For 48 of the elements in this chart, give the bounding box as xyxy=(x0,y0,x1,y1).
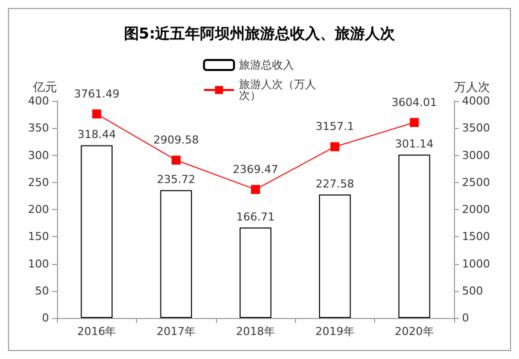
point xyxy=(410,118,419,127)
y-tick-label: 200 xyxy=(28,203,49,216)
legend-label: 旅游人次（万人次） xyxy=(239,78,316,102)
data-label: 2369.47 xyxy=(232,162,278,176)
y-tick-label: 250 xyxy=(28,176,49,189)
bar xyxy=(80,145,113,318)
data-label: 318.44 xyxy=(77,128,116,142)
y2-tick-label: 2500 xyxy=(462,176,490,189)
y2-tick-label: 3500 xyxy=(462,122,490,135)
x-tick-label: 2020年 xyxy=(394,325,434,338)
x-tick-label: 2018年 xyxy=(236,325,275,338)
data-label: 235.72 xyxy=(156,173,196,186)
y2-tick-label: 500 xyxy=(462,284,483,298)
data-label: 3604.01 xyxy=(392,96,438,109)
y2-tick-label: 2000 xyxy=(462,203,490,216)
x-tick-label: 2016年 xyxy=(77,325,116,338)
y2-tick-label: 4000 xyxy=(462,94,490,108)
point xyxy=(251,184,260,194)
data-label: 3761.49 xyxy=(74,87,120,100)
point xyxy=(172,156,181,165)
y-tick-label: 300 xyxy=(28,148,49,162)
y-tick-label: 150 xyxy=(28,230,49,244)
bar xyxy=(240,228,272,318)
x-tick-label: 2017年 xyxy=(156,325,196,338)
data-label: 227.58 xyxy=(316,178,354,191)
y2-tick-label: 3000 xyxy=(462,148,490,162)
y-tick-label: 350 xyxy=(28,122,49,135)
y2-tick-label: 1500 xyxy=(462,230,490,244)
legend-label: 旅游总收入 xyxy=(239,58,294,72)
y2-tick-label: 0 xyxy=(462,312,469,324)
point xyxy=(92,109,102,118)
chart-title: 图5:近五年阿坝州旅游总收入、旅游人次 xyxy=(124,24,396,42)
x-tick-label: 2019年 xyxy=(315,325,354,338)
y-tick-label: 50 xyxy=(35,284,49,298)
data-label: 166.71 xyxy=(236,210,275,224)
bar xyxy=(398,154,430,318)
y-tick-label: 0 xyxy=(42,312,49,324)
y-tick-label: 100 xyxy=(28,257,49,270)
data-label: 3157.1 xyxy=(316,120,354,134)
y2-axis-title: 万人次 xyxy=(454,80,490,94)
y-axis-title: 亿元 xyxy=(32,80,57,94)
bar xyxy=(160,190,192,318)
bar xyxy=(319,194,351,318)
point xyxy=(330,142,340,152)
data-label: 301.14 xyxy=(395,138,434,151)
data-label: 2909.58 xyxy=(153,134,199,147)
y2-tick-label: 1000 xyxy=(462,257,490,270)
y-tick-label: 400 xyxy=(28,94,49,108)
